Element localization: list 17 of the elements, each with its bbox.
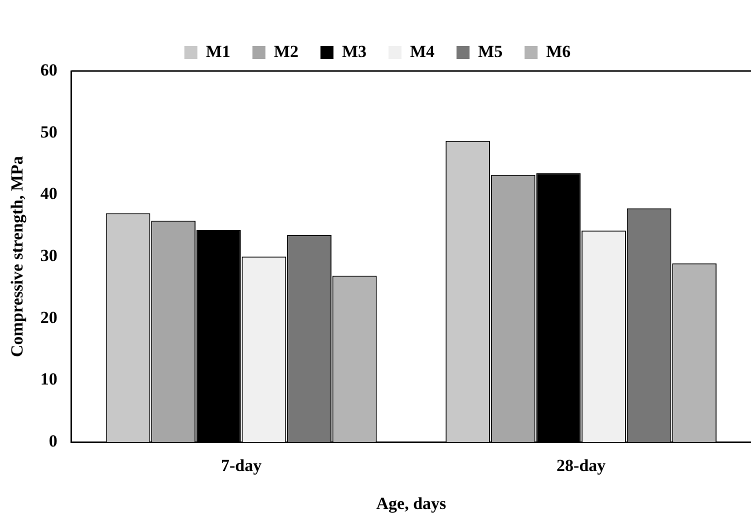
legend-label: M4 xyxy=(410,42,436,61)
legend-label: M3 xyxy=(342,42,366,61)
x-tick-label: 7-day xyxy=(220,456,262,475)
legend-label: M6 xyxy=(546,42,571,61)
legend-label: M1 xyxy=(206,42,230,61)
y-tick-label: 40 xyxy=(40,184,58,204)
y-tick-label: 60 xyxy=(40,60,58,80)
legend-label: M2 xyxy=(274,42,298,61)
x-axis-title: Age, days xyxy=(376,494,447,514)
y-tick-label: 20 xyxy=(40,308,58,327)
y-tick-label: 30 xyxy=(40,246,58,265)
y-axis-title: Compressive strength, MPa xyxy=(8,156,27,358)
x-tick-label: 28-day xyxy=(556,456,606,475)
y-tick-label: 10 xyxy=(40,370,58,389)
legend-label: M5 xyxy=(478,42,503,61)
y-tick-label: 50 xyxy=(40,122,58,142)
y-tick-label: 0 xyxy=(48,432,58,451)
